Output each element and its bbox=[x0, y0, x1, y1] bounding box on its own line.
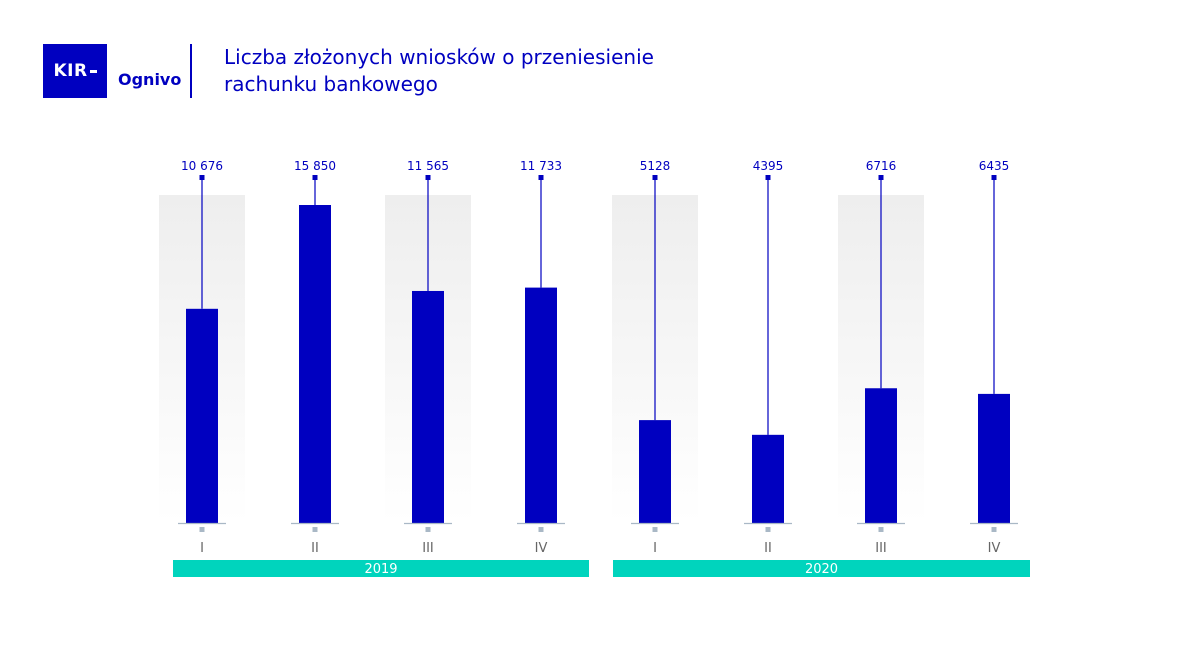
tick-marker bbox=[425, 527, 431, 532]
category-label: III bbox=[875, 541, 887, 556]
year-label: 2019 bbox=[364, 562, 397, 577]
header-divider bbox=[190, 44, 192, 98]
page-title: Liczba złożonych wniosków o przeniesieni… bbox=[224, 44, 744, 98]
bar bbox=[412, 290, 444, 523]
page-title-line-2: rachunku bankowego bbox=[224, 72, 438, 96]
year-band bbox=[613, 560, 1030, 577]
tick-marker bbox=[538, 527, 544, 532]
bar bbox=[525, 287, 557, 523]
category-label: IV bbox=[988, 541, 1001, 556]
year-label: 2020 bbox=[805, 562, 838, 577]
value-marker bbox=[425, 175, 431, 180]
kir-logo-bar bbox=[89, 69, 97, 73]
value-marker bbox=[878, 175, 884, 180]
bar bbox=[752, 434, 784, 523]
value-label: 5128 bbox=[640, 159, 671, 173]
category-label: I bbox=[653, 541, 657, 556]
tick-marker bbox=[199, 527, 205, 532]
tick-marker bbox=[878, 527, 884, 532]
tick-marker bbox=[312, 527, 318, 532]
brand-name: Ognivo bbox=[118, 70, 182, 89]
bar bbox=[639, 420, 671, 523]
tick-marker bbox=[765, 527, 771, 532]
tick-marker bbox=[652, 527, 658, 532]
value-label: 6716 bbox=[866, 159, 897, 173]
tick-marker bbox=[991, 527, 997, 532]
category-label: II bbox=[311, 541, 319, 556]
bar bbox=[865, 388, 897, 523]
category-label: III bbox=[422, 541, 434, 556]
bar bbox=[978, 393, 1010, 523]
value-label: 6435 bbox=[979, 159, 1010, 173]
kir-logo-text: KIR bbox=[53, 61, 88, 81]
category-label: IV bbox=[535, 541, 548, 556]
value-marker bbox=[991, 175, 997, 180]
value-label: 15 850 bbox=[294, 159, 336, 173]
value-label: 4395 bbox=[753, 159, 784, 173]
value-marker bbox=[312, 175, 318, 180]
kir-logo: KIR bbox=[43, 44, 107, 98]
year-band bbox=[173, 560, 589, 577]
page-title-line-1: Liczba złożonych wniosków o przeniesieni… bbox=[224, 45, 654, 69]
value-label: 10 676 bbox=[181, 159, 223, 173]
bar bbox=[299, 205, 331, 523]
value-marker bbox=[538, 175, 544, 180]
bar bbox=[186, 308, 218, 523]
value-marker bbox=[765, 175, 771, 180]
value-marker bbox=[199, 175, 205, 180]
category-label: I bbox=[200, 541, 204, 556]
value-marker bbox=[652, 175, 658, 180]
category-label: II bbox=[764, 541, 772, 556]
value-label: 11 733 bbox=[520, 159, 562, 173]
value-label: 11 565 bbox=[407, 159, 449, 173]
